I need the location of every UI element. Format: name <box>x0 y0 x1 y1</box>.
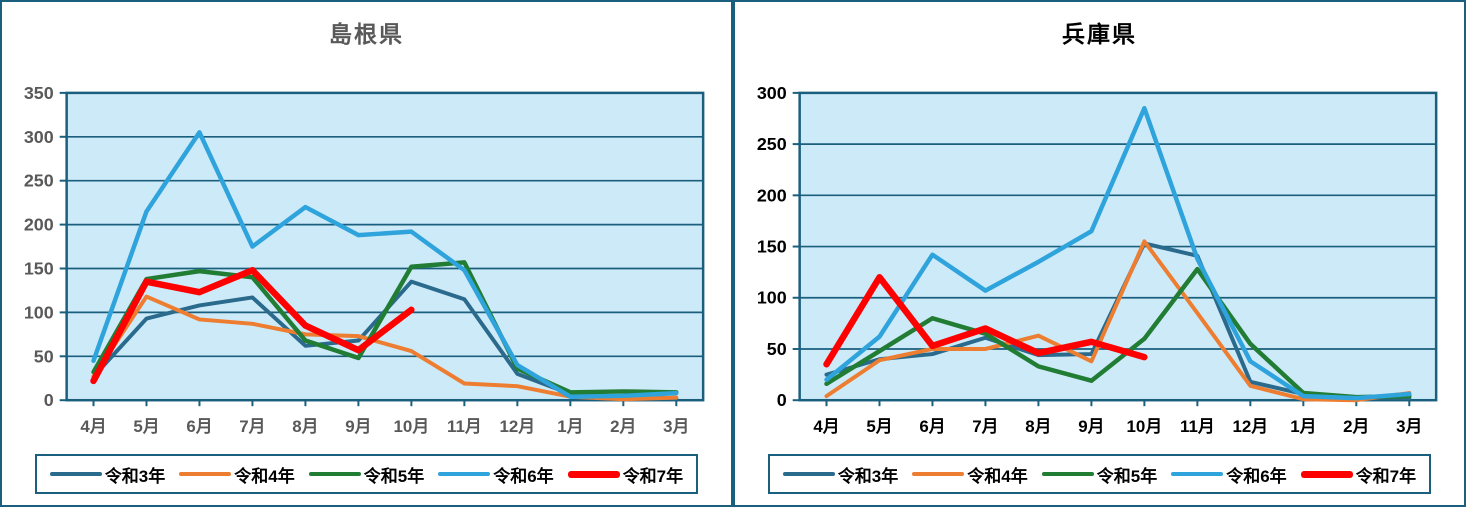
reiwa7-line-swatch <box>567 470 620 478</box>
reiwa7-label: 令和7年 <box>622 466 684 486</box>
shimane-line-chart: 0 50 100 150 200 250 300 350 4月 5月 6月 7月 8月 9月 10月 11月 1… <box>24 83 705 436</box>
svg-text:3月: 3月 <box>1396 417 1422 436</box>
reiwa5-label: 令和5年 <box>1096 466 1158 486</box>
svg-text:50: 50 <box>34 346 54 366</box>
svg-text:6月: 6月 <box>919 417 945 436</box>
legend-item-reiwa3: 令和3年 <box>782 462 899 487</box>
reiwa6-line-swatch <box>1171 471 1224 477</box>
svg-text:5月: 5月 <box>133 417 159 436</box>
svg-text:10月: 10月 <box>394 417 430 436</box>
chart-title-hyogo: 兵庫県 <box>1062 21 1137 47</box>
reiwa6-label: 令和6年 <box>493 466 554 486</box>
svg-text:100: 100 <box>24 302 54 322</box>
reiwa4-line-swatch <box>179 471 232 477</box>
legend-item-reiwa4: 令和4年 <box>912 462 1028 487</box>
svg-text:250: 250 <box>757 134 787 154</box>
reiwa4-label: 令和4年 <box>967 466 1028 486</box>
svg-text:200: 200 <box>24 215 54 235</box>
svg-text:9月: 9月 <box>345 417 371 436</box>
svg-text:7月: 7月 <box>972 417 998 436</box>
svg-text:1月: 1月 <box>557 417 583 436</box>
reiwa3-line-swatch <box>782 471 835 477</box>
svg-text:5月: 5月 <box>866 417 892 436</box>
svg-text:7月: 7月 <box>239 417 265 436</box>
svg-text:6月: 6月 <box>186 417 212 436</box>
svg-text:4月: 4月 <box>80 417 106 436</box>
svg-text:3月: 3月 <box>663 417 689 436</box>
svg-text:50: 50 <box>767 339 787 359</box>
panel-shimane: 島根県 0 50 100 150 200 250 300 350 4月 5月 6月 7月 8月 9月 10月… <box>0 0 733 507</box>
svg-text:11月: 11月 <box>1180 417 1215 436</box>
legend-item-reiwa6: 令和6年 <box>438 462 554 487</box>
legend-item-reiwa7: 令和7年 <box>567 462 684 487</box>
legend-item-reiwa4: 令和4年 <box>179 462 295 487</box>
reiwa7-label: 令和7年 <box>1355 466 1417 486</box>
reiwa5-label: 令和5年 <box>363 466 425 486</box>
panel-hyogo: 兵庫県 0 50 100 150 200 250 300 4月 5月 6月 7月 8月 9月 10月 11月… <box>733 0 1466 507</box>
svg-text:200: 200 <box>757 185 787 205</box>
svg-text:9月: 9月 <box>1078 417 1104 436</box>
svg-text:12月: 12月 <box>1233 417 1269 436</box>
legend-item-reiwa7: 令和7年 <box>1300 462 1417 487</box>
svg-text:8月: 8月 <box>1025 417 1051 436</box>
svg-text:8月: 8月 <box>292 417 318 436</box>
svg-text:1月: 1月 <box>1290 417 1316 436</box>
reiwa4-label: 令和4年 <box>234 466 295 486</box>
reiwa3-label: 令和3年 <box>104 466 166 486</box>
legend-item-reiwa3: 令和3年 <box>49 462 166 487</box>
reiwa6-line-swatch <box>438 471 491 477</box>
svg-text:11月: 11月 <box>447 417 482 436</box>
svg-text:150: 150 <box>757 237 787 257</box>
reiwa3-label: 令和3年 <box>837 466 899 486</box>
svg-text:2月: 2月 <box>1343 417 1369 436</box>
legend-shimane: 令和3年 令和4年 令和5年 令和6年 令和7年 <box>34 454 699 494</box>
legend-item-reiwa5: 令和5年 <box>308 462 425 487</box>
reiwa4-line-swatch <box>912 471 965 477</box>
svg-text:250: 250 <box>24 171 54 191</box>
legend-item-reiwa5: 令和5年 <box>1041 462 1158 487</box>
svg-text:300: 300 <box>24 127 54 147</box>
svg-text:350: 350 <box>24 83 54 103</box>
reiwa3-line-swatch <box>49 471 102 477</box>
svg-text:0: 0 <box>777 390 787 410</box>
svg-text:10月: 10月 <box>1127 417 1163 436</box>
chart-title-shimane: 島根県 <box>329 21 404 47</box>
svg-text:12月: 12月 <box>500 417 536 436</box>
legend-item-reiwa6: 令和6年 <box>1171 462 1287 487</box>
svg-text:2月: 2月 <box>610 417 636 436</box>
svg-text:0: 0 <box>44 390 54 410</box>
reiwa5-line-swatch <box>1041 471 1094 477</box>
reiwa5-line-swatch <box>308 471 361 477</box>
svg-text:4月: 4月 <box>813 417 839 436</box>
legend-hyogo: 令和3年 令和4年 令和5年 令和6年 令和7年 <box>767 454 1432 494</box>
hyogo-line-chart: 0 50 100 150 200 250 300 4月 5月 6月 7月 8月 9月 10月 11月 12月 1… <box>757 83 1438 436</box>
svg-text:150: 150 <box>24 258 54 278</box>
reiwa6-label: 令和6年 <box>1226 466 1287 486</box>
svg-text:300: 300 <box>757 83 787 103</box>
svg-text:100: 100 <box>757 288 787 308</box>
reiwa7-line-swatch <box>1300 470 1353 478</box>
